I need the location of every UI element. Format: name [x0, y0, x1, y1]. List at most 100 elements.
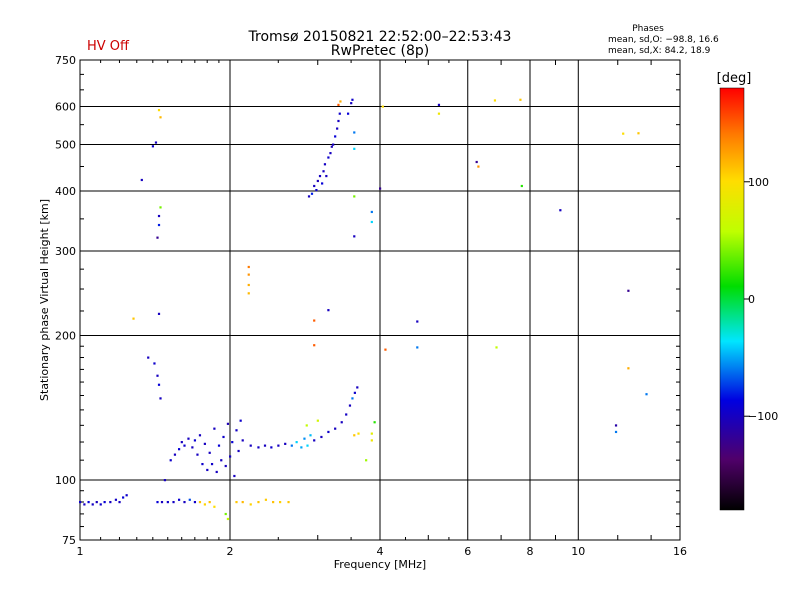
data-point: [160, 500, 164, 504]
y-tick-label: 200: [55, 330, 76, 343]
data-point: [437, 103, 441, 106]
data-point: [122, 496, 125, 499]
data-point: [196, 453, 199, 456]
data-point: [384, 348, 387, 351]
data-point: [239, 419, 242, 422]
x-tick-label: 8: [527, 545, 534, 558]
data-point: [337, 119, 340, 123]
data-point: [226, 422, 230, 425]
data-point: [325, 174, 328, 178]
data-point: [247, 283, 250, 287]
data-point: [188, 498, 191, 501]
data-point: [306, 444, 309, 447]
data-point: [340, 421, 343, 424]
data-point: [351, 397, 354, 400]
data-point: [316, 419, 319, 422]
colorbar-tick-label: 100: [748, 176, 769, 189]
data-point: [157, 312, 161, 315]
data-point: [277, 444, 280, 447]
data-point: [353, 131, 356, 134]
data-point: [272, 500, 275, 504]
data-point: [370, 439, 373, 442]
data-point: [198, 434, 202, 437]
y-tick-label: 500: [55, 139, 76, 152]
y-tick-label: 400: [55, 185, 76, 198]
data-point: [109, 500, 112, 504]
data-point: [353, 434, 356, 437]
data-point: [627, 289, 630, 292]
data-point: [159, 397, 162, 400]
phases-o-stats: mean, sd,O: −98.8, 16.6: [608, 35, 719, 45]
data-point: [370, 432, 373, 435]
data-point: [637, 132, 640, 135]
data-point: [231, 441, 234, 444]
data-point: [353, 147, 356, 150]
colorbar-label: [deg]: [717, 71, 752, 86]
data-point: [318, 174, 322, 178]
data-point: [118, 500, 121, 504]
data-point: [353, 195, 356, 198]
y-tick-label: 750: [55, 54, 76, 67]
data-point: [157, 109, 161, 112]
data-point: [520, 184, 523, 188]
data-point: [495, 346, 498, 349]
data-point: [140, 178, 143, 182]
data-point: [241, 439, 244, 442]
data-point: [337, 103, 340, 106]
data-point: [614, 424, 618, 427]
data-point: [169, 459, 172, 462]
colorbar-tick-label: 0: [748, 293, 755, 306]
data-point: [307, 195, 311, 198]
data-point: [208, 500, 211, 504]
grid-lines: [80, 60, 680, 540]
x-tick-label: 10: [571, 545, 585, 558]
x-axis-label: Frequency [MHz]: [334, 558, 426, 571]
y-tick-label: 300: [55, 245, 76, 258]
data-point: [334, 427, 337, 430]
data-point: [95, 500, 98, 504]
data-point: [313, 439, 316, 442]
data-point: [79, 500, 82, 504]
data-point: [303, 437, 306, 440]
data-point: [327, 309, 330, 312]
data-point: [237, 449, 240, 453]
data-point: [327, 430, 330, 434]
data-point: [172, 500, 175, 504]
data-point: [99, 503, 102, 506]
data-point: [309, 434, 312, 437]
axis-ticks: 1 2 4 6 8 10 16 75 100 200 300 400 500 600 750: [55, 54, 687, 558]
data-point: [203, 503, 206, 506]
data-point: [257, 446, 260, 449]
data-point: [229, 455, 232, 458]
data-point: [290, 444, 293, 447]
data-point: [156, 374, 159, 377]
data-point: [241, 500, 244, 504]
hv-status: HV Off: [87, 39, 130, 54]
data-point: [622, 132, 625, 135]
data-point: [437, 112, 441, 115]
data-point: [614, 430, 618, 434]
data-point: [247, 265, 250, 269]
x-tick-label: 6: [464, 545, 471, 558]
data-point: [320, 435, 323, 439]
data-point: [327, 156, 330, 159]
data-point: [264, 498, 268, 501]
chart-subtitle: RwPretec (8p): [331, 43, 429, 59]
data-point: [379, 187, 382, 190]
phases-x-stats: mean, sd,X: 84.2, 18.9: [608, 46, 711, 56]
data-point: [91, 503, 94, 506]
data-point: [353, 391, 356, 394]
data-point: [645, 393, 648, 396]
data-point: [373, 421, 376, 424]
data-point: [345, 413, 348, 416]
data-point: [217, 444, 221, 447]
data-point: [193, 439, 197, 442]
data-point: [210, 462, 214, 466]
data-point: [316, 179, 319, 183]
chart-title: Tromsø 20150821 22:52:00–22:53:43: [248, 29, 512, 45]
y-tick-label: 600: [55, 101, 76, 114]
data-point: [177, 498, 181, 501]
x-tick-label: 4: [377, 545, 384, 558]
data-point: [201, 462, 204, 466]
